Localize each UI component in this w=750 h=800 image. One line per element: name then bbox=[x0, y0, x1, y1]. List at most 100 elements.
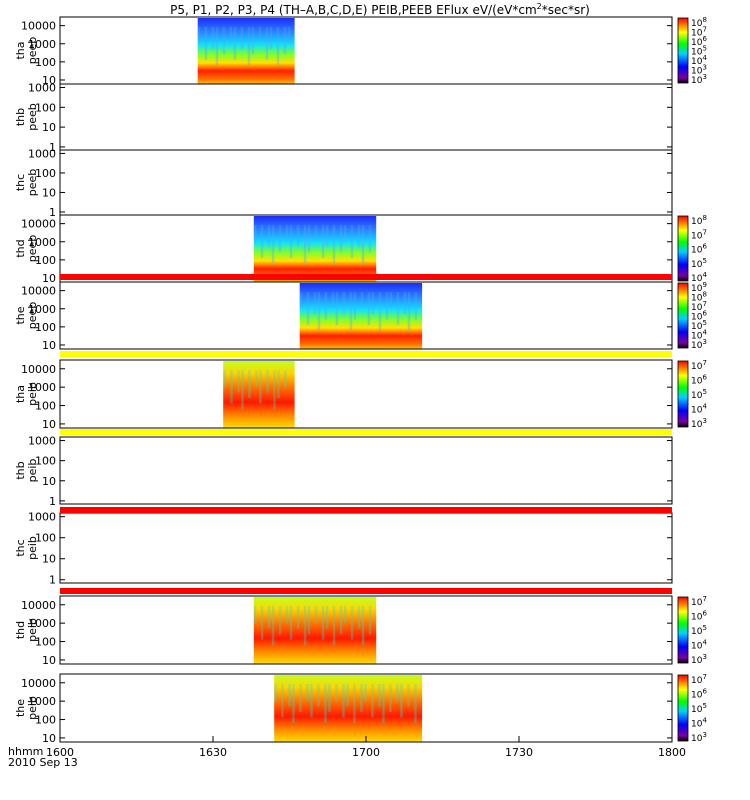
panel-frame bbox=[59, 512, 673, 584]
y-axis-label-product: peeb bbox=[26, 235, 39, 263]
spectrogram-stripe bbox=[197, 27, 201, 44]
y-tick-label: 1000 bbox=[28, 38, 56, 51]
spectrogram-stripe bbox=[403, 292, 407, 315]
panel-frame bbox=[59, 149, 673, 216]
spectrogram-stripe bbox=[285, 225, 289, 242]
y-tick-label: 1000 bbox=[28, 511, 56, 524]
spectrogram-stripe bbox=[414, 684, 417, 723]
spectrogram-stripe bbox=[307, 606, 311, 635]
colorbar-label: 103 bbox=[691, 731, 707, 744]
spectrogram-stripe bbox=[353, 684, 356, 723]
spectrogram-stripe bbox=[357, 606, 361, 629]
y-tick-label: 10 bbox=[42, 732, 56, 745]
spectrogram-stripe bbox=[296, 225, 300, 248]
y-tick-label: 100 bbox=[35, 321, 56, 334]
spectrogram-thd-peeb bbox=[253, 216, 377, 282]
colorbar-label: 104 bbox=[691, 403, 707, 416]
colorbar bbox=[677, 596, 689, 664]
spectrogram-stripe bbox=[357, 225, 361, 248]
spectrogram-stripe bbox=[215, 27, 219, 66]
spectrogram-stripe bbox=[258, 27, 262, 44]
spectrogram-stripe bbox=[229, 27, 233, 44]
spectrogram-stripe bbox=[368, 225, 372, 253]
colorbar-label: 103 bbox=[691, 417, 707, 430]
colorbar-label: 103 bbox=[691, 653, 707, 666]
y-axis-label-probe: thd bbox=[14, 621, 27, 639]
y-axis-label-product: peib bbox=[26, 696, 39, 720]
colorbar-label: 108 bbox=[691, 16, 707, 29]
y-axis-label-product: peeb bbox=[26, 37, 39, 65]
colorbar-label: 104 bbox=[691, 329, 707, 342]
spectrogram-stripe bbox=[288, 684, 291, 707]
spectrogram-stripe bbox=[385, 292, 389, 320]
spectrogram-stripe bbox=[289, 225, 293, 258]
spectrogram-stripe bbox=[271, 606, 275, 645]
spectrogram-stripe bbox=[237, 370, 240, 393]
spectrogram-stripe bbox=[332, 225, 336, 264]
colorbar-label: 107 bbox=[691, 26, 707, 39]
y-tick-label: 1000 bbox=[28, 381, 56, 394]
spectrogram-stripe bbox=[284, 370, 287, 388]
spectrogram-stripe bbox=[346, 684, 349, 707]
spectrogram-thd-peib bbox=[253, 597, 377, 664]
spectrogram-stripe bbox=[251, 27, 255, 55]
spectrogram-stripe bbox=[371, 292, 375, 315]
y-tick-label: 10 bbox=[42, 475, 56, 488]
panel-frame bbox=[59, 359, 673, 429]
spectrogram-stripe bbox=[260, 225, 264, 258]
colorbar-label: 106 bbox=[691, 374, 707, 387]
colorbar bbox=[677, 215, 689, 282]
y-tick-label: 100 bbox=[35, 56, 56, 69]
colorbar-label: 107 bbox=[691, 359, 707, 372]
y-axis-label-probe: the bbox=[14, 699, 27, 717]
spectrogram-stripe bbox=[233, 27, 237, 60]
spectrogram-stripe bbox=[253, 606, 257, 624]
colorbar-label: 106 bbox=[691, 688, 707, 701]
spectrogram-stripe bbox=[314, 225, 318, 242]
y-axis-label-probe: tha bbox=[14, 385, 27, 403]
y-tick-label: 1000 bbox=[28, 695, 56, 708]
spectrogram-stripe bbox=[331, 292, 335, 309]
y-tick-label: 100 bbox=[35, 167, 56, 180]
colorbar-label: 104 bbox=[691, 717, 707, 730]
spectrogram-stripe bbox=[287, 27, 291, 44]
y-tick-label: 1000 bbox=[28, 236, 56, 249]
panel-frame bbox=[59, 16, 673, 85]
spectrogram-stripe bbox=[296, 606, 300, 629]
spectrogram-stripe bbox=[360, 292, 364, 309]
spectrogram-stripe bbox=[342, 684, 345, 718]
spectrogram-stripe bbox=[278, 225, 282, 253]
y-tick-label: 100 bbox=[35, 101, 56, 114]
spectrogram-stripe bbox=[211, 27, 215, 50]
y-tick-label: 100 bbox=[35, 532, 56, 545]
colorbar-label: 108 bbox=[691, 291, 707, 304]
spectrogram-tha-peib bbox=[223, 361, 295, 428]
y-tick-label: 1000 bbox=[28, 81, 56, 94]
panel-frame bbox=[59, 436, 673, 505]
y-tick-label: 10 bbox=[42, 74, 56, 87]
spectrogram-stripe bbox=[339, 606, 343, 635]
spectrogram-stripe bbox=[364, 684, 367, 702]
panel-frame bbox=[59, 83, 673, 151]
spectrogram-stripe bbox=[324, 292, 328, 320]
spectrogram-stripe bbox=[317, 684, 320, 707]
spectrogram-stripe bbox=[325, 225, 329, 248]
y-axis-label-product: peib bbox=[26, 536, 39, 560]
spectrogram-stripe bbox=[307, 225, 311, 253]
spectrogram-stripe bbox=[223, 370, 226, 388]
spectrogram-stripe bbox=[222, 27, 226, 55]
spectrogram-stripe bbox=[350, 225, 354, 258]
x-tick-label: 1800 bbox=[658, 746, 686, 759]
y-tick-label: 10 bbox=[42, 418, 56, 431]
y-axis-label-probe: thb bbox=[14, 461, 27, 479]
spectrogram-stripe bbox=[378, 292, 382, 331]
status-bar bbox=[60, 351, 672, 357]
colorbar-label: 105 bbox=[691, 624, 707, 637]
spectrogram-stripe bbox=[247, 27, 251, 66]
spectrogram-stripe bbox=[361, 225, 365, 264]
